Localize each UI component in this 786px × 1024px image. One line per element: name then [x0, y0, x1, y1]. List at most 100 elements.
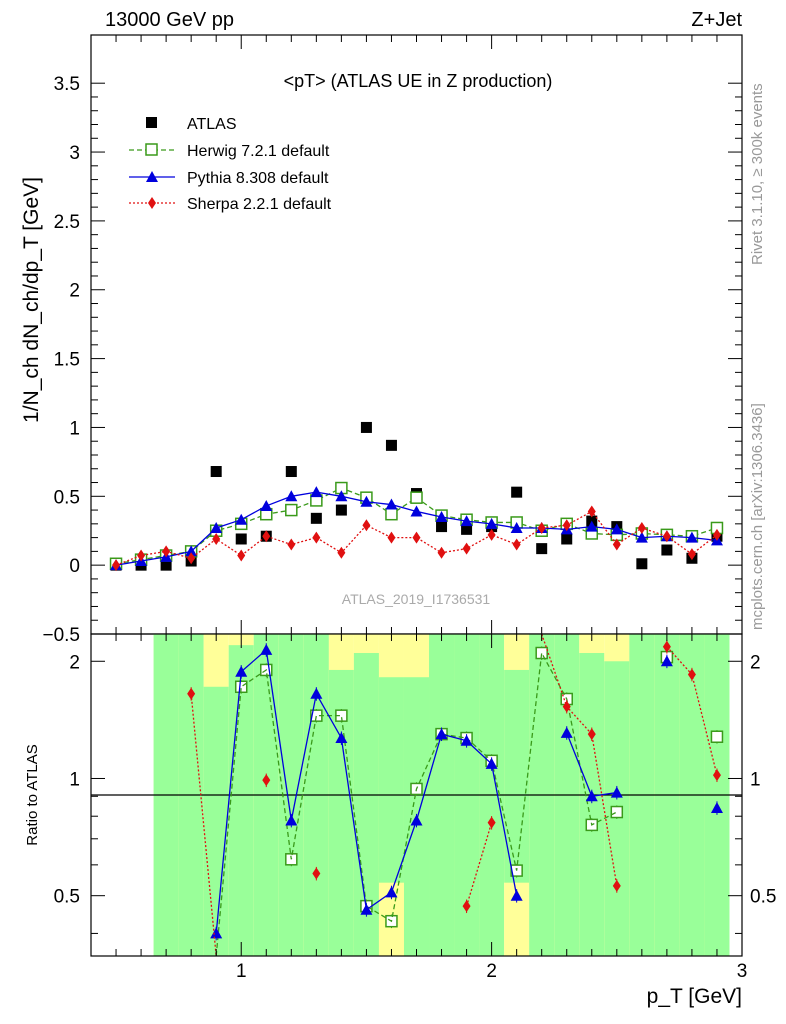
ratio-point-1-18 — [560, 726, 573, 738]
main-point-3-12 — [412, 531, 421, 544]
ratio-point-1-22 — [660, 655, 673, 667]
legend-marker-sherpa — [148, 197, 156, 209]
main-point-2-8 — [310, 486, 323, 498]
ratio-series-line-0 — [215, 650, 618, 957]
ratio-point-2-8 — [312, 867, 321, 880]
main-point-2-15 — [485, 517, 498, 529]
main-y-axis-label: 1/N_ch dN_ch/dp_T [GeV] — [20, 177, 43, 423]
ratio-xtick-label: 3 — [737, 961, 748, 982]
main-point-3-13 — [437, 546, 446, 559]
ratio-xtick-label: 2 — [486, 961, 497, 982]
main-ytick-label: 3.5 — [54, 74, 80, 95]
main-point-0-10 — [360, 421, 372, 433]
ratio-ytick-label-right: 1 — [750, 769, 761, 790]
main-point-3-22 — [662, 530, 671, 543]
ratio-band-green — [378, 677, 404, 883]
main-point-3-3 — [187, 552, 196, 565]
main-point-1-7 — [285, 503, 298, 517]
ratio-plot-frame — [90, 633, 743, 957]
ratio-point-0-20 — [610, 805, 624, 819]
main-point-3-17 — [537, 521, 546, 534]
main-point-0-21 — [636, 558, 648, 570]
main-point-3-1 — [137, 549, 146, 562]
ratio-point-1-20 — [610, 786, 623, 798]
main-point-3-5 — [237, 549, 246, 562]
main-point-0-18 — [561, 533, 573, 545]
main-point-3-16 — [512, 538, 521, 551]
main-point-3-23 — [687, 548, 696, 561]
main-point-3-7 — [287, 538, 296, 551]
ratio-series-line-2 — [666, 646, 718, 776]
main-point-2-12 — [410, 505, 423, 517]
ratio-band-green — [579, 653, 605, 956]
ratio-axis-ticks: 0.5 0.5 1 1 2 2 1 2 3 — [54, 634, 776, 982]
main-ytick-label: 0.5 — [54, 487, 80, 508]
main-ytick-label: 3 — [69, 143, 80, 164]
main-point-2-4 — [210, 521, 223, 533]
main-point-1-12 — [410, 491, 423, 504]
main-point-3-18 — [562, 519, 571, 532]
legend-label-atlas: ATLAS — [187, 116, 237, 133]
ratio-ytick-label-right: 2 — [750, 652, 761, 673]
ratio-series-line-1 — [215, 648, 518, 934]
main-point-0-16 — [511, 486, 523, 498]
main-ytick-label: 0 — [69, 556, 80, 577]
legend-label-sherpa: Sherpa 2.2.1 default — [187, 196, 332, 213]
main-point-3-10 — [362, 519, 371, 532]
ratio-ytick-label-left: 0.5 — [54, 887, 80, 908]
main-series-layer — [109, 421, 724, 572]
header-right: Z+Jet — [691, 9, 742, 31]
main-point-3-6 — [262, 530, 271, 543]
main-ytick-label: 1.5 — [54, 350, 80, 371]
main-ytick-label: 2 — [69, 281, 80, 302]
main-point-0-13 — [436, 521, 448, 533]
main-point-0-5 — [235, 533, 247, 545]
side-label-rivet: Rivet 3.1.10, ≥ 300k events — [749, 83, 766, 265]
ratio-series-layer — [187, 633, 724, 957]
main-ytick-label: 2.5 — [54, 212, 80, 233]
main-point-2-16 — [510, 521, 523, 533]
main-point-2-14 — [460, 515, 473, 527]
main-point-0-2 — [160, 559, 172, 571]
main-point-2-6 — [260, 499, 273, 511]
ratio-band-green — [504, 669, 530, 883]
legend-label-herwig: Herwig 7.2.1 default — [187, 143, 330, 160]
ratio-point-1-24 — [710, 801, 723, 813]
x-axis-label: p_T [GeV] — [647, 985, 742, 1008]
main-point-3-20 — [612, 538, 621, 551]
main-point-3-9 — [337, 546, 346, 559]
main-point-0-7 — [285, 466, 297, 478]
main-point-3-2 — [162, 545, 171, 558]
ratio-point-2-15 — [487, 816, 496, 829]
ratio-xtick-label: 1 — [236, 961, 247, 982]
main-point-3-19 — [587, 505, 596, 518]
watermark: ATLAS_2019_I1736531 — [342, 591, 491, 607]
legend-label-pythia: Pythia 8.308 default — [187, 170, 329, 187]
main-point-3-24 — [712, 528, 721, 541]
main-point-0-14 — [461, 523, 473, 535]
main-title: <pT> (ATLAS UE in Z production) — [284, 71, 553, 91]
ratio-point-0-24 — [710, 730, 724, 743]
main-point-0-8 — [310, 512, 322, 524]
main-axis-ticks: −0.5 0 0.5 1 1.5 2 2.5 3 3.5 — [42, 35, 743, 646]
ratio-ytick-label-left: 1 — [69, 769, 80, 790]
main-point-2-11 — [385, 498, 398, 510]
main-point-2-3 — [185, 545, 198, 557]
ratio-point-2-20 — [612, 879, 621, 892]
ratio-series-line-1 — [566, 732, 617, 798]
ratio-band-green — [203, 686, 229, 956]
ratio-ytick-label-right: 0.5 — [750, 887, 776, 908]
main-point-2-9 — [335, 490, 348, 502]
main-point-0-17 — [536, 543, 548, 555]
main-ytick-label: 1 — [69, 418, 80, 439]
legend-marker-atlas — [146, 117, 157, 128]
ratio-point-2-6 — [262, 774, 271, 787]
main-point-3-14 — [462, 542, 471, 555]
main-point-2-7 — [285, 490, 298, 502]
ratio-point-0-17 — [535, 646, 548, 660]
header-left: 13000 GeV pp — [105, 9, 234, 31]
legend-marker-pythia — [146, 171, 158, 182]
ratio-plot-panel: 0.5 0.5 1 1 2 2 1 2 3 Ratio to ATLAS p_T [GeV] — [24, 633, 776, 1008]
ratio-ytick-label-left: 2 — [69, 652, 80, 673]
